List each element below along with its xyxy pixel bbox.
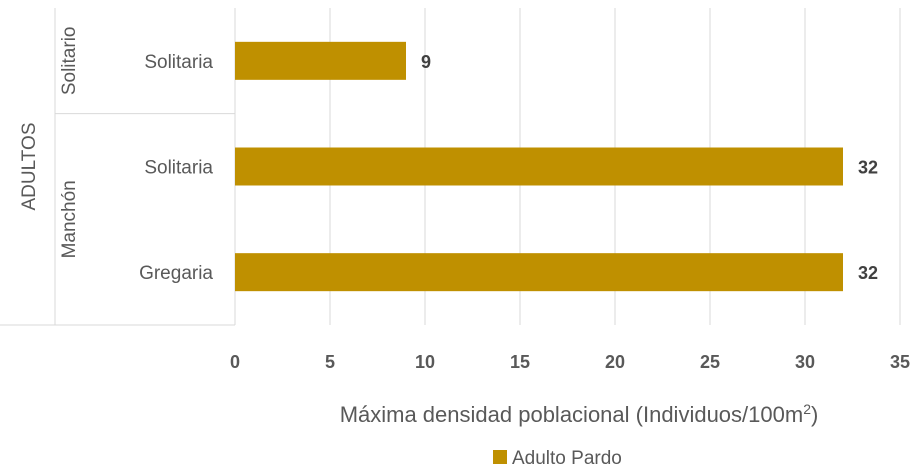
category-label-2: Solitaria (144, 158, 213, 179)
x-tick-label-30: 30 (795, 352, 815, 372)
group-label-1: Solitario (59, 27, 80, 96)
bars (235, 41, 843, 292)
x-tick-label-25: 25 (700, 352, 720, 372)
x-tick-label-0: 0 (230, 352, 240, 372)
category-label-3: Gregaria (139, 263, 213, 284)
x-tick-label-15: 15 (510, 352, 530, 372)
category-label-1: Solitaria (144, 52, 213, 73)
group-label-2: Manchón (59, 180, 80, 258)
labels: 0 5 10 15 20 25 30 35 9 Solitaria 32 Solitaria 32 Gre… (19, 27, 910, 372)
legend-label-adulto-pardo: Adulto Pardo (512, 448, 622, 469)
data-label-2: 32 (858, 158, 878, 178)
legend: Adulto Pardo (493, 448, 622, 469)
data-label-3: 32 (858, 263, 878, 283)
bar-3 (235, 253, 843, 292)
x-tick-label-5: 5 (325, 352, 335, 372)
outer-group-label: ADULTOS (19, 123, 40, 211)
x-axis-title: Máxima densidad poblacional (Individuos/… (340, 401, 819, 427)
data-label-1: 9 (421, 52, 431, 72)
legend-swatch-adulto-pardo (493, 450, 507, 464)
x-tick-label-20: 20 (605, 352, 625, 372)
bar-1 (235, 41, 406, 80)
bar-2 (235, 147, 843, 186)
x-tick-label-10: 10 (415, 352, 435, 372)
x-tick-label-35: 35 (890, 352, 910, 372)
